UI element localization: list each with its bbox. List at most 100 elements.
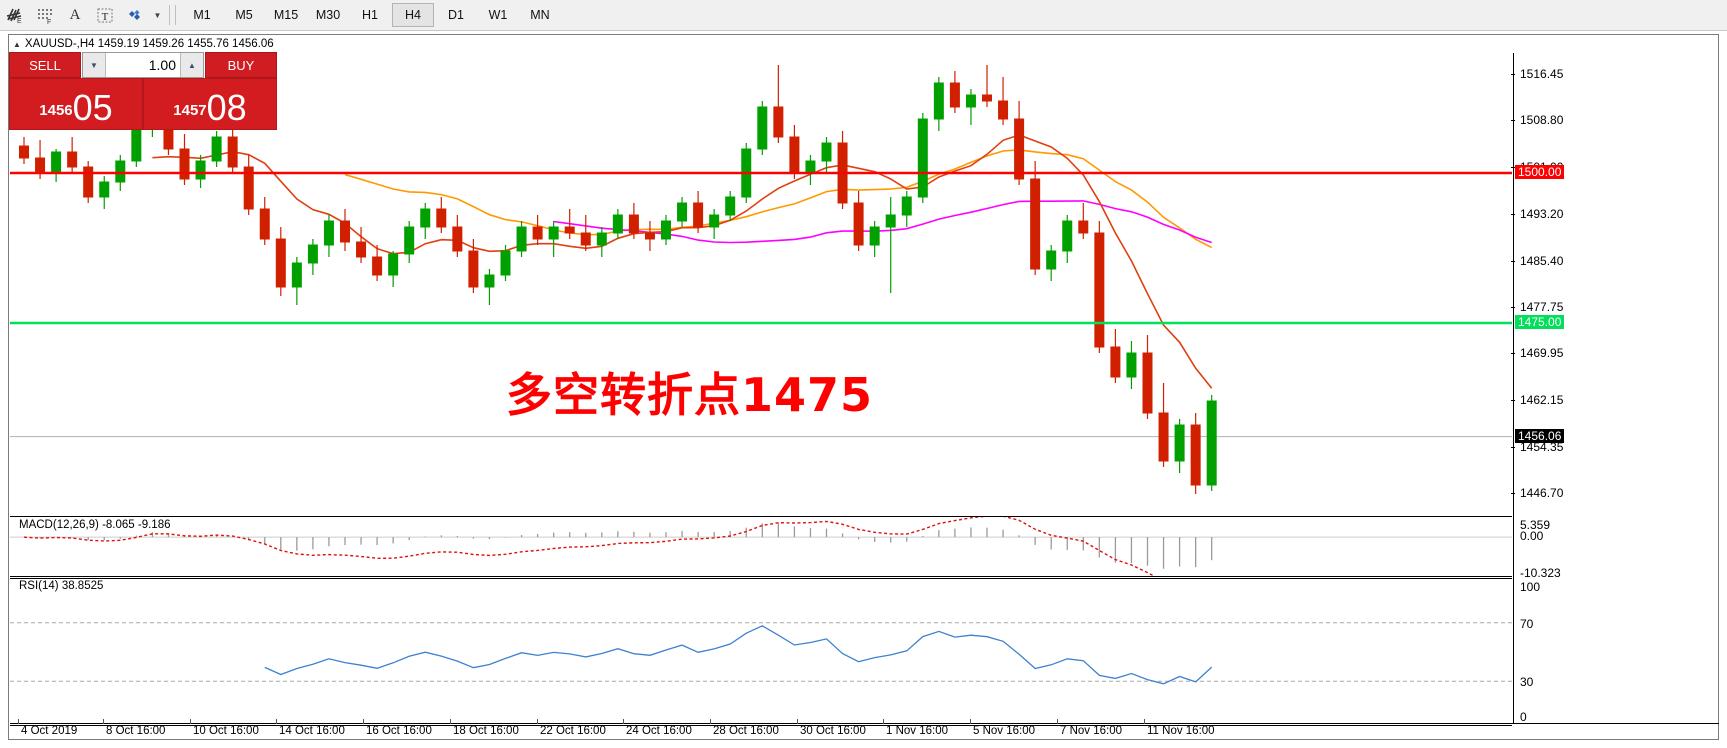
time-axis-tick	[883, 719, 884, 724]
order-controls-row: SELL ▼ 1.00 ▲ BUY	[9, 52, 277, 78]
time-axis-tick	[276, 719, 277, 724]
price-axis-tick	[1511, 213, 1515, 215]
grid-icon[interactable]: F	[30, 2, 60, 28]
lot-decrease-button[interactable]: ▼	[83, 53, 106, 77]
time-axis-label: 10 Oct 16:00	[193, 725, 259, 737]
time-axis-label: 22 Oct 16:00	[540, 725, 606, 737]
time-axis-label: 18 Oct 16:00	[453, 725, 519, 737]
price-axis-tick	[1511, 74, 1515, 76]
text-label-icon[interactable]: T	[90, 2, 120, 28]
time-axis-tick	[623, 719, 624, 724]
time-axis-label: 16 Oct 16:00	[366, 725, 432, 737]
price-axis-tick	[1511, 260, 1515, 262]
rsi-axis-label: 30	[1520, 675, 1534, 690]
time-axis-tick	[797, 719, 798, 724]
timeframe-m5[interactable]: M5	[235, 8, 253, 22]
price-axis-label: 1493.20	[1520, 206, 1564, 221]
time-axis-tick	[970, 719, 971, 724]
rsi-axis-label: 0	[1520, 710, 1527, 724]
time-axis-label: 8 Oct 16:00	[106, 725, 166, 737]
time-axis-tick	[537, 719, 538, 724]
price-axis-label: 1446.70	[1520, 485, 1564, 500]
rsi-pane[interactable]	[10, 578, 1512, 726]
buy-price-decimal: 08	[206, 87, 247, 128]
svg-text:F: F	[47, 19, 51, 25]
time-axis-tick	[363, 719, 364, 724]
macd-axis-label: 0.00	[1520, 529, 1544, 543]
timeframe-m1[interactable]: M1	[193, 8, 211, 22]
sell-price-cell[interactable]: 1456 05	[9, 78, 143, 130]
svg-text:E: E	[17, 18, 22, 25]
time-axis-tick	[190, 719, 191, 724]
time-axis-tick	[103, 719, 104, 724]
macd-axis-label: -10.323	[1520, 566, 1561, 580]
timeframe-d1[interactable]: D1	[448, 8, 464, 22]
price-axis-label: 1516.45	[1520, 67, 1564, 82]
time-axis-tick	[1144, 719, 1145, 724]
last-price-tag[interactable]: 1456.06	[1515, 428, 1565, 443]
lot-size-input[interactable]: 1.00	[148, 57, 176, 73]
time-axis-label: 28 Oct 16:00	[713, 725, 779, 737]
macd-pane[interactable]	[10, 516, 1512, 577]
timeframe-m15[interactable]: M15	[273, 8, 299, 22]
price-axis-label: 1469.95	[1520, 346, 1564, 361]
rsi-axis-label: 70	[1520, 616, 1534, 631]
rsi-chart-svg	[10, 622, 1512, 685]
resistance-line-tag[interactable]: 1500.00	[1515, 165, 1565, 179]
price-axis-tick	[1511, 353, 1515, 355]
time-axis-tick	[1057, 719, 1058, 724]
time-axis-label: 5 Nov 16:00	[973, 725, 1036, 737]
chart-frame: ▲ XAUUSD-,H4 1459.19 1459.26 1455.76 145…	[8, 34, 1719, 740]
buy-price-integer: 1457	[173, 102, 207, 119]
buy-price-cell[interactable]: 1457 08	[143, 78, 277, 130]
price-axis-tick	[1511, 306, 1515, 308]
price-axis-label: 1485.40	[1520, 253, 1564, 268]
lot-size-stepper[interactable]: ▼ 1.00 ▲	[82, 52, 204, 78]
time-axis-label: 30 Oct 16:00	[800, 725, 866, 737]
svg-text:T: T	[102, 11, 109, 23]
symbol-label: XAUUSD-,H4 1459.19 1459.26 1455.76 1456.…	[24, 38, 274, 50]
price-pane[interactable]	[10, 53, 1512, 512]
buy-button[interactable]: BUY	[205, 52, 277, 78]
text-icon[interactable]: A	[69, 6, 81, 23]
one-click-trading-panel: SELL ▼ 1.00 ▲ BUY 1456 05 1457 08	[9, 52, 277, 130]
price-axis-tick	[1511, 120, 1515, 122]
timeframe-h1[interactable]: H1	[362, 8, 378, 22]
support-line-tag[interactable]: 1475.00	[1515, 315, 1565, 329]
objects-icon[interactable]	[120, 2, 150, 28]
time-axis-label: 7 Nov 16:00	[1060, 725, 1123, 737]
sell-price-integer: 1456	[39, 102, 73, 119]
time-axis-tick	[18, 719, 19, 724]
lot-increase-button[interactable]: ▲	[180, 53, 203, 77]
price-axis-label: 1477.75	[1520, 299, 1564, 314]
timeframe-mn[interactable]: MN	[530, 8, 550, 22]
price-axis-tick	[1511, 446, 1515, 448]
time-axis-label: 1 Nov 16:00	[886, 725, 949, 737]
sell-price-decimal: 05	[72, 87, 113, 128]
chart-annotation-text: 多空转折点1475	[506, 368, 874, 422]
timeframe-group: M1 M5 M15 M30 H1 H4 D1 W1 MN	[181, 3, 561, 27]
time-axis[interactable]: 4 Oct 2019 8 Oct 16:00 10 Oct 16:00 14 Oct …	[10, 719, 1719, 739]
price-chart-svg	[10, 65, 1512, 494]
macd-indicator-label: MACD(12,26,9) -8.065 -9.186	[19, 519, 171, 531]
timeframe-w1[interactable]: W1	[488, 8, 508, 22]
sell-button[interactable]: SELL	[9, 52, 81, 78]
timeframe-h4[interactable]: H4	[392, 3, 434, 27]
time-axis-tick	[450, 719, 451, 724]
toolbar: E F A T ▼ M1 M5 M15 M30 H1 H4 D1 W1 MN	[0, 0, 1727, 31]
symbol-bar: ▲ XAUUSD-,H4 1459.19 1459.26 1455.76 145…	[9, 35, 1718, 53]
objects-dropdown-caret[interactable]: ▼	[153, 10, 162, 20]
price-axis-tick	[1511, 400, 1515, 402]
price-axis[interactable]: 1516.451508.801501.001493.201485.401477.…	[1511, 53, 1718, 724]
toolbar-separator	[169, 5, 170, 25]
timeframe-m30[interactable]: M30	[315, 8, 341, 22]
time-axis-tick	[710, 719, 711, 724]
toolbar-separator-2	[175, 5, 176, 25]
price-axis-tick	[1511, 492, 1515, 494]
price-axis-label: 1462.15	[1520, 393, 1564, 408]
indicators-icon[interactable]: E	[0, 2, 30, 28]
collapse-triangle-icon[interactable]: ▲	[13, 39, 21, 49]
macd-chart-svg	[10, 517, 1512, 576]
time-axis-label: 14 Oct 16:00	[279, 725, 345, 737]
